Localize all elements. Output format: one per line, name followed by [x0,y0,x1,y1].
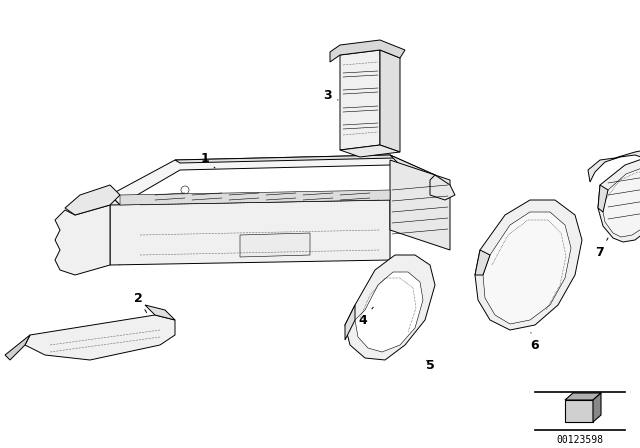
Text: 00123598: 00123598 [557,435,604,445]
Polygon shape [110,155,435,205]
Text: 7: 7 [596,238,608,258]
Polygon shape [593,393,601,422]
Polygon shape [475,200,582,330]
Polygon shape [565,400,593,422]
Polygon shape [475,250,490,275]
Polygon shape [430,175,455,200]
Polygon shape [120,190,390,205]
Polygon shape [602,168,640,237]
Text: 5: 5 [426,358,435,371]
Polygon shape [355,272,423,352]
Ellipse shape [261,219,289,231]
Text: 2: 2 [134,292,147,313]
Polygon shape [598,158,640,242]
Polygon shape [240,233,310,257]
Polygon shape [345,305,355,340]
Polygon shape [340,145,400,157]
Polygon shape [65,185,120,215]
Polygon shape [345,255,435,360]
Text: 4: 4 [358,307,373,327]
Polygon shape [588,150,640,182]
Polygon shape [380,50,400,152]
Polygon shape [598,185,608,212]
Polygon shape [25,315,175,360]
Polygon shape [340,50,380,150]
Polygon shape [483,212,571,324]
Text: 1: 1 [200,151,215,168]
Text: 3: 3 [324,89,338,102]
Polygon shape [175,155,395,163]
Polygon shape [374,290,398,312]
Polygon shape [110,195,120,265]
Polygon shape [375,285,395,295]
Polygon shape [145,305,175,320]
Polygon shape [390,155,450,190]
Polygon shape [55,205,110,275]
Polygon shape [110,200,390,265]
Polygon shape [330,40,405,62]
Polygon shape [5,335,30,360]
Text: 6: 6 [531,332,540,352]
Polygon shape [565,393,601,400]
Polygon shape [390,160,450,250]
